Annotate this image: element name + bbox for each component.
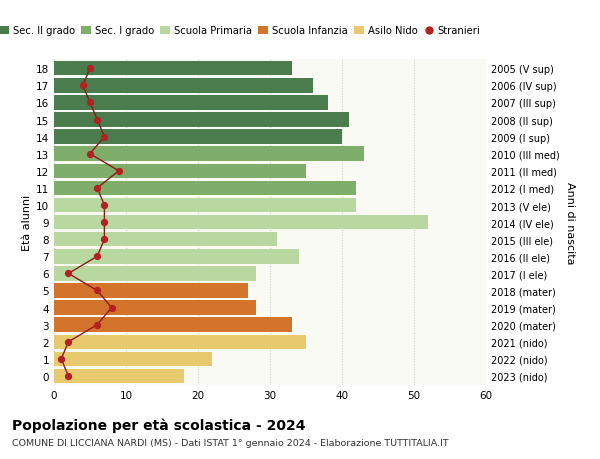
Point: [114, 168, 124, 175]
Bar: [54, 250, 299, 264]
Text: Popolazione per età scolastica - 2024: Popolazione per età scolastica - 2024: [12, 418, 305, 432]
Point: [85, 151, 95, 158]
Point: [100, 134, 109, 141]
Bar: [54, 79, 313, 93]
Point: [100, 219, 109, 226]
Point: [56, 355, 66, 363]
Y-axis label: Anni di nascita: Anni di nascita: [565, 181, 575, 264]
Point: [64, 373, 73, 380]
Bar: [54, 284, 248, 298]
Bar: [54, 198, 356, 213]
Point: [92, 287, 102, 295]
Point: [92, 253, 102, 260]
Bar: [54, 215, 428, 230]
Bar: [54, 369, 184, 383]
Bar: [54, 181, 356, 196]
Point: [92, 117, 102, 124]
Point: [100, 202, 109, 209]
Point: [100, 236, 109, 243]
Y-axis label: Età alunni: Età alunni: [22, 195, 32, 251]
Bar: [54, 301, 256, 315]
Bar: [54, 335, 306, 349]
Bar: [54, 352, 212, 366]
Text: COMUNE DI LICCIANA NARDI (MS) - Dati ISTAT 1° gennaio 2024 - Elaborazione TUTTIT: COMUNE DI LICCIANA NARDI (MS) - Dati IST…: [12, 438, 449, 448]
Bar: [54, 96, 328, 111]
Bar: [54, 232, 277, 247]
Point: [85, 65, 95, 73]
Bar: [54, 318, 292, 332]
Point: [78, 83, 88, 90]
Point: [92, 321, 102, 329]
Bar: [54, 164, 306, 179]
Bar: [54, 147, 364, 162]
Legend: Sec. II grado, Sec. I grado, Scuola Primaria, Scuola Infanzia, Asilo Nido, Stran: Sec. II grado, Sec. I grado, Scuola Prim…: [0, 22, 485, 40]
Bar: [54, 267, 256, 281]
Bar: [54, 62, 292, 76]
Point: [85, 100, 95, 107]
Point: [64, 338, 73, 346]
Bar: [54, 130, 342, 145]
Point: [107, 304, 116, 312]
Point: [92, 185, 102, 192]
Bar: [54, 113, 349, 128]
Point: [64, 270, 73, 278]
